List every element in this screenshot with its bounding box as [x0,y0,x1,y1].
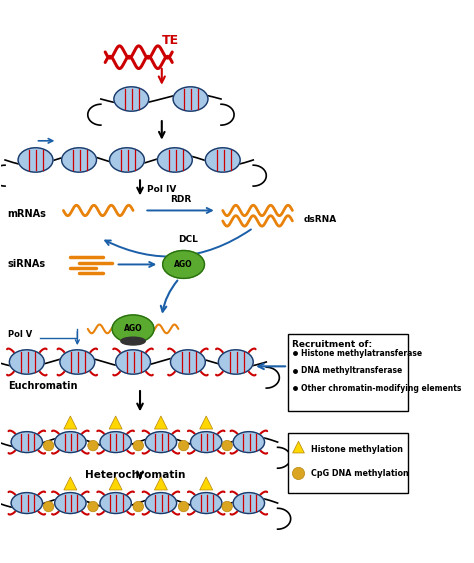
Ellipse shape [121,337,145,345]
Circle shape [178,440,189,451]
Circle shape [222,501,232,512]
Polygon shape [64,416,77,429]
Circle shape [292,467,305,480]
Text: mRNAs: mRNAs [8,209,46,219]
Ellipse shape [145,493,177,513]
Ellipse shape [173,87,208,111]
Text: Histone methylation: Histone methylation [310,445,403,454]
Polygon shape [109,416,122,429]
Text: DNA methyltransferase: DNA methyltransferase [301,366,402,375]
Circle shape [133,440,144,451]
Ellipse shape [109,148,145,172]
Circle shape [43,440,54,451]
Ellipse shape [9,350,44,374]
Polygon shape [155,416,167,429]
Circle shape [133,501,144,512]
FancyBboxPatch shape [288,334,408,411]
Polygon shape [155,477,167,490]
Circle shape [88,501,98,512]
Polygon shape [200,416,213,429]
Text: CpG DNA methylation: CpG DNA methylation [310,469,409,478]
Ellipse shape [163,251,204,278]
Ellipse shape [116,350,150,374]
FancyBboxPatch shape [288,434,408,493]
Text: RDR: RDR [170,195,191,204]
Ellipse shape [157,148,192,172]
Text: siRNAs: siRNAs [8,260,46,270]
Polygon shape [64,477,77,490]
Ellipse shape [55,493,86,513]
Ellipse shape [191,432,222,453]
Text: Pol V: Pol V [8,329,32,338]
Ellipse shape [11,493,43,513]
Circle shape [222,440,232,451]
Ellipse shape [112,315,154,343]
Text: Euchromatin: Euchromatin [8,381,77,391]
Polygon shape [109,477,122,490]
Ellipse shape [100,493,131,513]
Ellipse shape [233,493,264,513]
Text: TE: TE [162,34,179,47]
Ellipse shape [11,432,43,453]
Circle shape [178,501,189,512]
Ellipse shape [191,493,222,513]
Circle shape [43,501,54,512]
Text: Recruitment of:: Recruitment of: [292,340,373,349]
Text: Histone methylatransferase: Histone methylatransferase [301,348,422,358]
Text: Heterochromatin: Heterochromatin [85,470,186,480]
Ellipse shape [100,432,131,453]
Ellipse shape [205,148,240,172]
Ellipse shape [60,350,95,374]
Ellipse shape [171,350,205,374]
Text: AGO: AGO [124,324,142,333]
Ellipse shape [18,148,53,172]
Ellipse shape [55,432,86,453]
Ellipse shape [114,87,149,111]
Polygon shape [292,441,304,453]
Ellipse shape [62,148,97,172]
Text: AGO: AGO [174,260,193,269]
Text: Other chromatin-modifying elements: Other chromatin-modifying elements [301,383,462,392]
Circle shape [88,440,98,451]
Ellipse shape [145,432,177,453]
Polygon shape [200,477,213,490]
Text: Pol IV: Pol IV [147,185,176,194]
Ellipse shape [219,350,253,374]
Text: dsRNA: dsRNA [304,215,337,224]
Text: DCL: DCL [178,235,198,244]
Ellipse shape [233,432,264,453]
